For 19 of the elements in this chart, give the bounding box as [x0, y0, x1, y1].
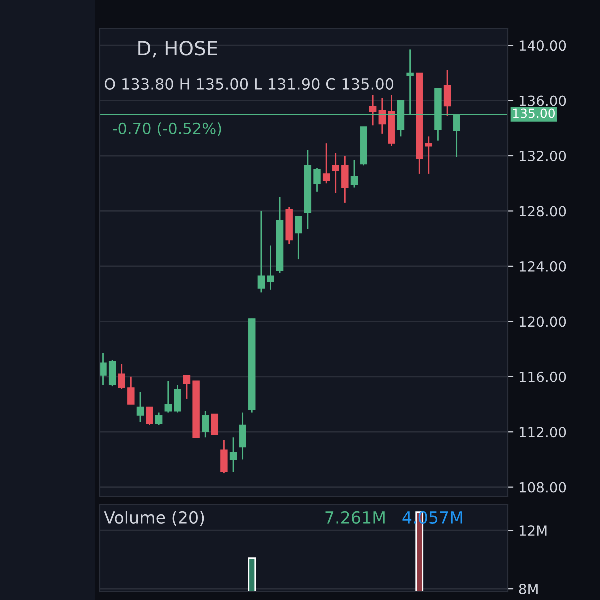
y-tick-label: 128.00: [520, 206, 566, 217]
y-tick-label: 108.00: [520, 482, 566, 493]
y-tick-label: 112.00: [520, 427, 566, 438]
y-tick-label: 12M: [520, 526, 547, 536]
y-tick-label: 140.00: [520, 40, 566, 52]
y-tick-label: 124.00: [520, 261, 566, 272]
chart-title: Volume (20): [104, 511, 204, 526]
text: D, HOSE: [138, 41, 218, 58]
y-tick-label: 136.00: [520, 96, 566, 106]
candlestick: [211, 414, 219, 436]
y-tick-label: 8M: [519, 584, 538, 595]
ref-line-label: 135.00: [513, 108, 555, 118]
annotation: O 133.80 H 135.00 L 131.90 C 135.00: [104, 78, 394, 90]
y-tick-label: 132.00: [520, 150, 566, 162]
y-tick-label: 116.00: [520, 372, 566, 382]
y-tick-label: 120.00: [520, 316, 566, 328]
annotation: -0.70 (-0.52%): [112, 122, 222, 136]
annotation: 7.261M: [326, 511, 385, 524]
candlestick: [192, 380, 200, 438]
